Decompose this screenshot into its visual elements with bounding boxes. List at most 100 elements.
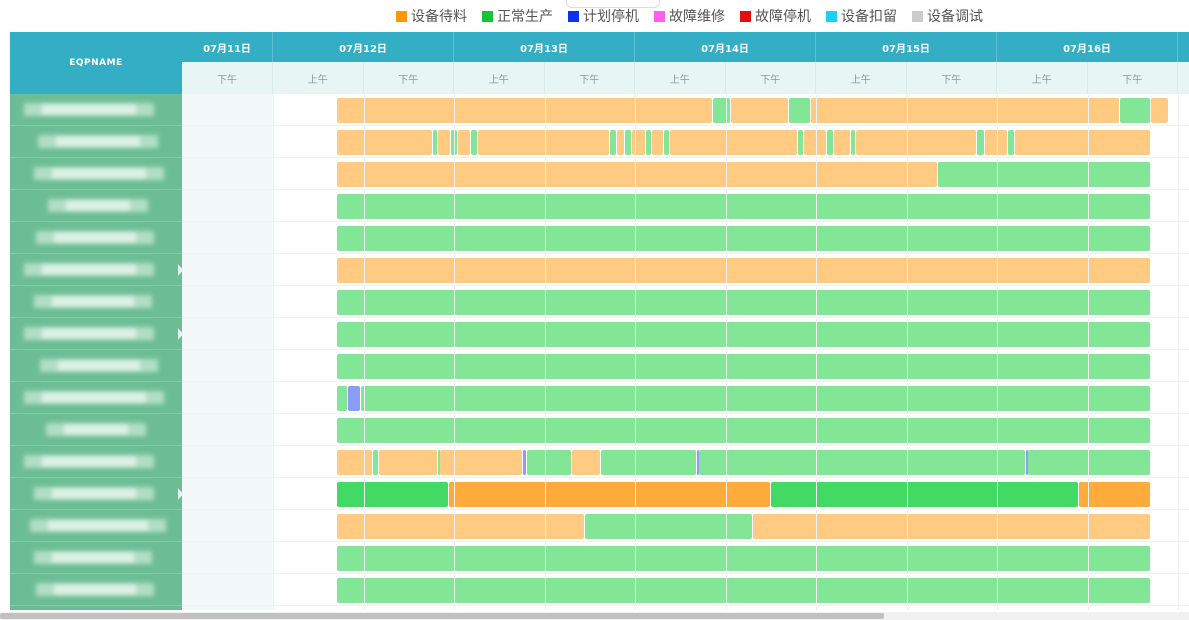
gantt-bar-prod[interactable] [432,130,438,155]
legend-item[interactable]: 正常生产 [482,6,553,26]
eqpname-header[interactable]: EQPNAME [10,32,182,94]
gantt-bar-plan[interactable] [696,450,699,475]
row-expand-arrow-icon[interactable] [178,488,182,500]
equipment-name-column[interactable] [10,94,182,610]
gantt-bar-prod[interactable] [337,482,449,507]
equipment-row[interactable] [10,574,182,606]
scrollbar-thumb[interactable] [0,613,884,619]
gantt-bar-wait[interactable] [753,514,1150,539]
gantt-bar-prod[interactable] [337,322,1150,347]
gantt-bar-prod[interactable] [470,130,478,155]
gantt-bar-wait[interactable] [651,130,664,155]
day-header-cell: 07月11日 [182,32,273,62]
equipment-row[interactable] [10,286,182,318]
gantt-bar-prod[interactable] [850,130,856,155]
gantt-bar-prod[interactable] [337,546,1150,571]
gantt-bar-wait[interactable] [337,98,713,123]
gantt-bar-prod[interactable] [977,130,984,155]
gantt-bar-wait[interactable] [378,450,438,475]
gantt-bar-wait[interactable] [834,130,850,155]
equipment-row[interactable] [10,94,182,126]
equipment-row[interactable] [10,478,182,510]
gantt-bar-wait[interactable] [458,130,470,155]
gantt-bar-prod[interactable] [646,130,651,155]
gantt-bar-wait[interactable] [337,162,937,187]
gantt-bar-wait[interactable] [631,130,646,155]
gantt-bar-plan[interactable] [523,450,526,475]
gantt-bar-prod[interactable] [1027,450,1150,475]
gantt-bar-wait[interactable] [337,130,432,155]
equipment-row[interactable] [10,606,182,610]
gantt-bar-prod[interactable] [337,194,1150,219]
equipment-row[interactable] [10,446,182,478]
gantt-bar-prod[interactable] [337,578,1150,603]
gantt-bar-prod[interactable] [1008,130,1015,155]
equipment-row[interactable] [10,222,182,254]
gantt-bar-wait[interactable] [669,130,798,155]
row-expand-arrow-icon[interactable] [178,328,182,340]
gantt-bar-prod[interactable] [337,290,1150,315]
legend-item[interactable]: 计划停机 [568,6,639,26]
equipment-row[interactable] [10,126,182,158]
gantt-bar-wait[interactable] [1015,130,1150,155]
legend-item[interactable]: 故障维修 [654,6,725,26]
equipment-row[interactable] [10,158,182,190]
equipment-row[interactable] [10,254,182,286]
equipment-row[interactable] [10,190,182,222]
equipment-row[interactable] [10,414,182,446]
gantt-bar-wait[interactable] [984,130,1008,155]
gantt-bar-prod[interactable] [1120,98,1150,123]
equipment-row[interactable] [10,382,182,414]
gantt-bar-wait[interactable] [803,130,827,155]
gantt-bar-wait[interactable] [810,98,1120,123]
gantt-bar-wait[interactable] [731,98,789,123]
gantt-bar-prod[interactable] [438,450,441,475]
gantt-bar-wait[interactable] [856,130,977,155]
equipment-row[interactable] [10,350,182,382]
gantt-bar-prod[interactable] [337,418,1150,443]
day-header-row: 07月11日 07月12日 07月13日 07月14日 07月15日 07月16日 [182,32,1189,62]
gantt-bar-prod[interactable] [337,226,1150,251]
gantt-bar-wait[interactable] [617,130,624,155]
gantt-bar-wait[interactable] [438,130,450,155]
gantt-bar-prod[interactable] [624,130,631,155]
gantt-bar-prod[interactable] [771,482,1078,507]
gantt-bar-wait[interactable] [1151,98,1169,123]
legend-item[interactable]: 设备调试 [912,6,983,26]
gantt-bar-prod[interactable] [360,386,1150,411]
legend-item[interactable]: 设备待料 [396,6,467,26]
equipment-row[interactable] [10,542,182,574]
gantt-bar-prod[interactable] [789,98,810,123]
gantt-bar-wait[interactable] [337,514,584,539]
gantt-bar-wait[interactable] [440,450,523,475]
equipment-row[interactable] [10,510,182,542]
gantt-bar-prod[interactable] [827,130,834,155]
gantt-bar-wait[interactable] [1078,482,1150,507]
gantt-bar-prod[interactable] [601,450,696,475]
gantt-bar-prod[interactable] [373,450,378,475]
gantt-grid[interactable] [182,94,1189,610]
gantt-bar-prod[interactable] [526,450,572,475]
legend-item[interactable]: 故障停机 [740,6,811,26]
grid-horizontal-line [182,573,1189,574]
equipment-row[interactable] [10,318,182,350]
gantt-bar-prod[interactable] [698,450,1026,475]
gantt-bar-wait[interactable] [337,258,1150,283]
legend-item[interactable]: 设备扣留 [826,6,897,26]
horizontal-scrollbar[interactable] [0,612,1189,620]
gantt-bar-plan[interactable] [1026,450,1029,475]
gantt-bar-prod[interactable] [713,98,731,123]
gantt-bar-wait[interactable] [478,130,610,155]
gantt-bar-prod[interactable] [937,162,1150,187]
gantt-bar-prod[interactable] [798,130,803,155]
gantt-bar-prod[interactable] [584,514,753,539]
gantt-bar-wait[interactable] [337,450,373,475]
gantt-bar-plan[interactable] [347,386,360,411]
gantt-bar-prod[interactable] [610,130,617,155]
gantt-bar-wait[interactable] [572,450,601,475]
row-expand-arrow-icon[interactable] [178,264,182,276]
gantt-bar-prod[interactable] [664,130,669,155]
gantt-bar-wait[interactable] [449,482,771,507]
gantt-bar-prod[interactable] [337,386,347,411]
gantt-bar-prod[interactable] [337,354,1150,379]
